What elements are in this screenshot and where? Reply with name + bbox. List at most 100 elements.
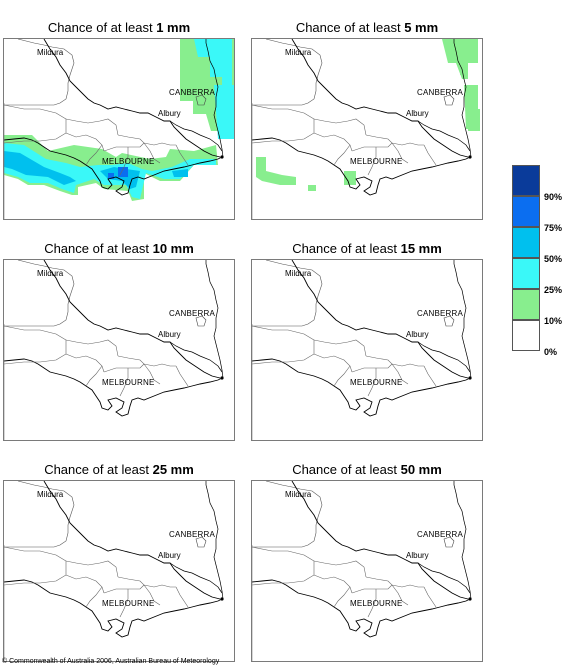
region-border: [143, 142, 161, 164]
state-border: [43, 481, 221, 600]
state-border: [43, 260, 221, 379]
region-border: [4, 104, 67, 120]
melbourne-label: MELBOURNE: [102, 378, 154, 387]
region-border: [423, 586, 437, 608]
region-border: [175, 586, 189, 608]
coastline: [4, 579, 223, 638]
rain-overlay: [4, 39, 234, 201]
legend-swatch: [512, 196, 540, 227]
state-border: [169, 341, 223, 373]
legend-swatch: [512, 320, 540, 351]
map-lines: [252, 39, 472, 219]
region-border: [119, 368, 129, 397]
panel-25mm: Chance of at least 25 mm Mildura CANBERRA…: [3, 460, 235, 663]
legend-swatch: [512, 258, 540, 289]
region-border: [252, 546, 315, 562]
region-border: [4, 340, 67, 365]
coastline: [205, 39, 224, 158]
map-frame: Mildura CANBERRA Albury MELBOURNE: [251, 259, 483, 441]
region-border: [85, 586, 103, 608]
coastal-point-marker: [468, 597, 472, 601]
coastline: [252, 137, 471, 196]
region-border: [65, 560, 119, 578]
rain-area-50: [214, 85, 234, 139]
region-border: [391, 363, 409, 385]
region-border: [313, 132, 353, 152]
melbourne-label: MELBOURNE: [102, 157, 154, 166]
canberra-label: CANBERRA: [169, 88, 216, 97]
region-border: [313, 560, 367, 578]
region-border: [103, 363, 145, 373]
region-border: [65, 574, 105, 594]
place-labels: Mildura CANBERRA Albury MELBOURNE: [37, 490, 224, 608]
coastal-point-marker: [220, 155, 224, 159]
rain-area-25: [468, 109, 480, 131]
state-border: [291, 260, 469, 379]
region-border: [351, 142, 393, 152]
mildura-label: Mildura: [285, 490, 312, 499]
region-border: [351, 584, 393, 594]
region-border: [119, 589, 129, 618]
state-border: [417, 341, 471, 373]
map-lines: [252, 260, 472, 440]
region-border: [367, 589, 377, 618]
legend-swatch: [512, 289, 540, 320]
region-border: [117, 355, 176, 367]
albury-label: Albury: [158, 551, 181, 560]
region-border: [143, 584, 161, 606]
rain-map: Mildura CANBERRA Albury MELBOURNE: [252, 39, 480, 219]
albury-label: Albury: [406, 109, 429, 118]
rain-map: Mildura CANBERRA Albury MELBOURNE: [252, 260, 472, 440]
region-border: [423, 365, 437, 387]
canberra-label: CANBERRA: [169, 530, 216, 539]
region-border: [313, 118, 367, 136]
place-labels: Mildura CANBERRA Albury MELBOURNE: [285, 269, 472, 387]
region-border: [252, 325, 315, 341]
map-frame: Mildura CANBERRA Albury MELBOURNE: [3, 480, 235, 662]
region-border: [252, 119, 315, 144]
region-border: [65, 118, 119, 136]
legend-swatch: [512, 227, 540, 258]
region-border: [175, 365, 189, 387]
map-frame: Mildura CANBERRA Albury MELBOURNE: [251, 38, 483, 220]
state-border: [43, 39, 221, 158]
rain-area-25: [456, 63, 468, 79]
melbourne-label: MELBOURNE: [350, 599, 402, 608]
rain-map: Mildura CANBERRA Albury MELBOURNE: [252, 481, 472, 661]
state-border: [417, 562, 471, 594]
albury-label: Albury: [406, 330, 429, 339]
region-border: [4, 546, 67, 562]
map-frame: Mildura CANBERRA Albury MELBOURNE: [3, 259, 235, 441]
probability-legend: 90% 75% 50% 25% 10% 0%: [512, 165, 570, 360]
region-border: [65, 339, 119, 357]
map-frame: Mildura CANBERRA Albury MELBOURNE: [3, 38, 235, 220]
region-border: [333, 144, 351, 166]
legend-label: 10%: [544, 316, 563, 326]
coastline: [205, 481, 224, 600]
coastline: [453, 39, 472, 158]
coastal-point-marker: [468, 155, 472, 159]
region-border: [65, 353, 105, 373]
rain-map: Mildura CANBERRA Albury MELBOURNE: [4, 260, 224, 440]
mildura-label: Mildura: [37, 269, 64, 278]
region-border: [143, 363, 161, 385]
copyright-notice: © Commonwealth of Australia 2006, Austra…: [2, 658, 220, 665]
region-border: [365, 576, 424, 588]
region-border: [367, 147, 377, 176]
coastline: [4, 358, 223, 417]
melbourne-label: MELBOURNE: [350, 378, 402, 387]
rain-area-75: [172, 169, 188, 177]
map-lines: [4, 260, 224, 440]
region-border: [252, 340, 315, 365]
legend-label: 0%: [544, 347, 558, 357]
region-border: [391, 584, 409, 606]
act-border: [195, 536, 207, 548]
mildura-label: Mildura: [37, 490, 64, 499]
panel-title: Chance of at least 25 mm: [44, 462, 194, 477]
melbourne-label: MELBOURNE: [350, 157, 402, 166]
state-border: [169, 562, 223, 594]
map-lines: [4, 39, 224, 219]
rain-area-90: [118, 167, 128, 177]
legend-label: 75%: [544, 223, 563, 233]
panel-title: Chance of at least 50 mm: [292, 462, 442, 477]
